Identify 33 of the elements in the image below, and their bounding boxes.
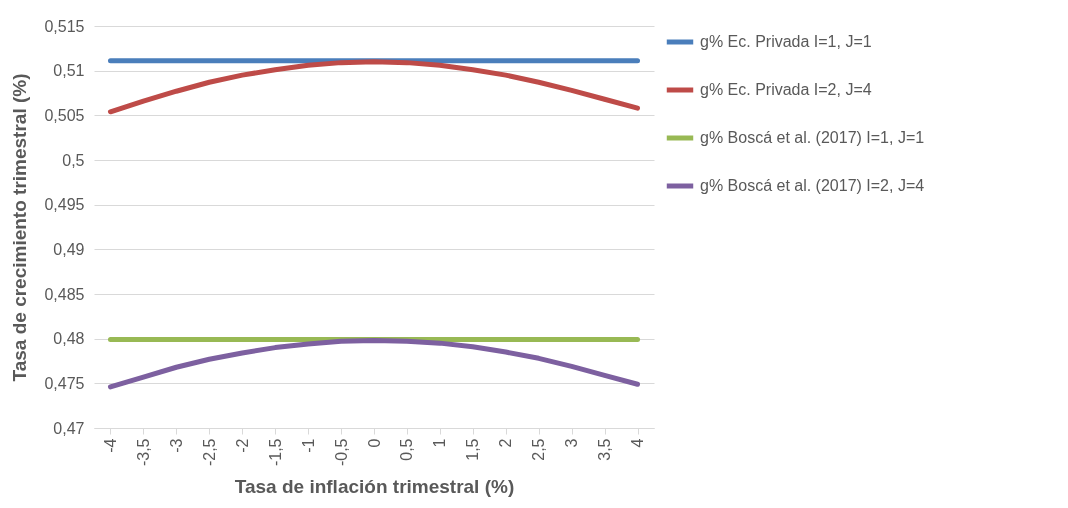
x-tick-label: 2 (497, 438, 515, 448)
legend-label: g% Ec. Privada I=1, J=1 (700, 33, 872, 50)
x-axis-title: Tasa de inflación trimestral (%) (234, 476, 515, 498)
x-tick-label: 2,5 (530, 438, 548, 461)
x-tick-label: 4 (629, 438, 647, 448)
x-tick-label: -1,5 (266, 438, 284, 467)
y-tick-label: 0,49 (53, 240, 85, 258)
x-tick-label: -1 (299, 438, 317, 453)
x-tick-label: 0,5 (398, 438, 416, 461)
legend-label: g% Boscá et al. (2017) I=1, J=1 (700, 129, 925, 146)
x-tick-label: 1,5 (464, 438, 482, 461)
x-tick-label: -3,5 (134, 438, 152, 467)
y-tick-label: 0,51 (53, 62, 85, 80)
x-tick-label: -3 (167, 438, 185, 453)
x-tick-label: -0,5 (332, 438, 350, 467)
x-tick-label: 0 (365, 438, 383, 448)
y-tick-label: 0,5 (62, 151, 85, 169)
y-tick-label: 0,47 (53, 419, 85, 437)
y-tick-label: 0,495 (44, 196, 85, 214)
y-tick-label: 0,475 (44, 374, 85, 392)
y-tick-label: 0,485 (44, 285, 85, 303)
x-tick-label: 1 (431, 438, 449, 448)
y-tick-label: 0,48 (53, 330, 85, 348)
x-tick-label: 3,5 (596, 438, 614, 461)
y-tick-label: 0,505 (44, 106, 85, 124)
x-tick-label: -2,5 (200, 438, 218, 467)
x-tick-label: -2 (233, 438, 251, 453)
x-tick-label: 3 (563, 438, 581, 448)
legend-label: g% Boscá et al. (2017) I=2, J=4 (700, 177, 925, 194)
x-tick-label: -4 (101, 438, 119, 453)
legend-label: g% Ec. Privada I=2, J=4 (700, 81, 872, 98)
y-axis-title: Tasa de crecimiento trimestral (%) (9, 73, 31, 382)
y-tick-label: 0,515 (44, 17, 85, 35)
